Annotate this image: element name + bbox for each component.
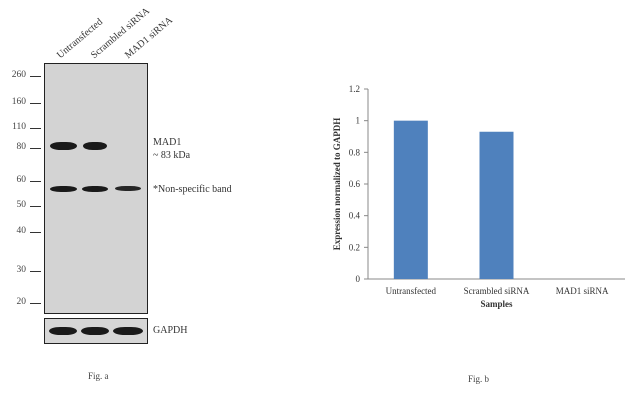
mw-tick <box>30 128 41 129</box>
x-tick-label: Scrambled siRNA <box>464 286 530 296</box>
label-nonspecific-band: *Non-specific band <box>153 184 232 195</box>
y-tick-label: 1 <box>356 116 361 126</box>
mw-tick <box>30 206 41 207</box>
mw-tick <box>30 76 41 77</box>
y-axis-title: Expression normalized to GAPDH <box>332 118 342 251</box>
band-mad1-untransfected <box>50 142 77 150</box>
band-gapdh-mad1 <box>113 327 143 335</box>
blot-membrane-main <box>44 63 148 314</box>
mw-marker-110: 110 <box>12 122 26 132</box>
western-blot-figure: Untransfected Scrambled siRNA MAD1 siRNA… <box>0 0 300 418</box>
blot-membrane-gapdh <box>44 318 148 344</box>
y-tick-label: 0.8 <box>349 147 361 157</box>
mw-marker-260: 260 <box>11 70 26 80</box>
y-tick-label: 0 <box>356 274 361 284</box>
mw-marker-60: 60 <box>16 175 27 185</box>
y-tick-label: 1.2 <box>349 84 360 94</box>
mw-marker-80: 80 <box>16 142 27 152</box>
band-gapdh-scrambled <box>81 327 109 335</box>
label-mad1: MAD1 <box>153 137 182 148</box>
expression-bar-chart: 0 0.2 0.4 0.6 0.8 1 1.2 Untransfected Scrambled … <box>332 84 625 309</box>
mw-tick <box>30 303 41 304</box>
mw-marker-50: 50 <box>16 200 27 210</box>
y-tick-label: 0.4 <box>349 211 361 221</box>
x-tick-label: Untransfected <box>386 286 437 296</box>
band-nonspecific-scrambled <box>82 186 108 192</box>
x-axis-title: Samples <box>480 299 513 309</box>
mw-tick <box>30 271 41 272</box>
mw-marker-20: 20 <box>16 297 27 307</box>
mw-tick <box>30 103 41 104</box>
label-mad1-size: ~ 83 kDa <box>153 150 191 161</box>
band-mad1-scrambled <box>83 142 107 150</box>
bar-untransfected <box>393 120 428 279</box>
mw-marker-40: 40 <box>16 226 27 236</box>
band-nonspecific-untransfected <box>50 186 77 192</box>
mw-marker-30: 30 <box>16 265 27 275</box>
mw-tick <box>30 148 41 149</box>
y-tick-label: 0.6 <box>349 179 361 189</box>
band-gapdh-untransfected <box>49 327 77 335</box>
lane-label-scrambled-sirna: Scrambled siRNA <box>88 5 152 62</box>
bar-scrambled-sirna <box>479 131 514 279</box>
figure-b-caption: Fig. b <box>468 374 490 384</box>
x-tick-label: MAD1 siRNA <box>556 286 609 296</box>
band-nonspecific-mad1 <box>115 186 141 191</box>
label-gapdh: GAPDH <box>153 325 188 336</box>
figure-a-caption: Fig. a <box>88 371 109 381</box>
y-tick-label: 0.2 <box>349 242 360 252</box>
mw-tick <box>30 232 41 233</box>
mw-marker-160: 160 <box>11 97 26 107</box>
mw-tick <box>30 181 41 182</box>
